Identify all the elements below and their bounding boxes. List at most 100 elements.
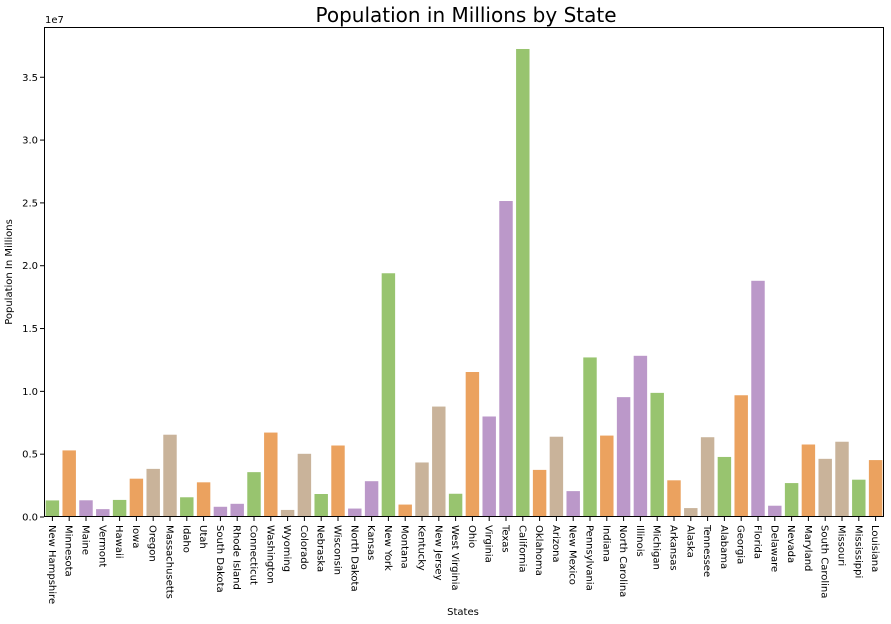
x-tick-label: Maine [80, 525, 91, 555]
x-tick-label: Virginia [483, 525, 494, 563]
x-tick-label: Colorado [298, 525, 309, 570]
x-tick-label: New York [382, 525, 393, 571]
x-tick-label: South Carolina [819, 525, 830, 598]
x-axis-ticks: New Hampshire Minnesota Maine Vermont Hawaii… [46, 517, 880, 604]
bar-minnesota [62, 450, 76, 517]
y-tick-label: 0.5 [22, 450, 38, 461]
y-tick-label: 1.5 [22, 324, 38, 335]
x-axis-label: States [447, 607, 479, 618]
x-tick-label: Michigan [651, 525, 662, 570]
bar-ohio [465, 372, 480, 517]
bar-texas [499, 201, 513, 517]
bar-virginia [482, 416, 496, 517]
x-tick-label: Massachusetts [164, 525, 175, 599]
x-tick-label: Nebraska [315, 525, 326, 572]
x-tick-label: Montana [399, 525, 410, 569]
x-tick-label: Oklahoma [533, 525, 544, 576]
bar-north-carolina [616, 397, 631, 517]
bar-wyoming [280, 509, 295, 517]
bar-rhode-island [230, 503, 244, 517]
x-tick-label: West Virginia [449, 525, 460, 590]
x-tick-label: North Dakota [348, 525, 359, 592]
x-tick-label: New Hampshire [46, 525, 57, 604]
x-tick-label: Hawaii [113, 525, 124, 559]
bar-connecticut [247, 472, 261, 517]
bar-south-carolina [818, 458, 832, 517]
bar-michigan [650, 392, 664, 517]
x-tick-label: California [516, 525, 527, 573]
bar-kansas [364, 481, 379, 517]
x-tick-label: Indiana [600, 525, 611, 562]
x-tick-label: Vermont [96, 525, 107, 567]
bar-indiana [600, 435, 614, 517]
bar-montana [398, 504, 412, 517]
bar-alaska [684, 508, 698, 517]
bar-delaware [768, 505, 782, 517]
bar-utah [196, 482, 211, 517]
bar-arizona [549, 436, 564, 517]
bar-idaho [180, 497, 194, 517]
bar-nevada [784, 483, 799, 517]
bar-alabama [717, 456, 732, 517]
x-tick-label: Georgia [735, 525, 746, 564]
x-tick-label: Rhode Island [231, 525, 242, 590]
x-tick-label: North Carolina [617, 525, 628, 597]
x-tick-label: Alabama [718, 525, 729, 569]
x-tick-label: Arizona [550, 525, 561, 563]
bar-tennessee [700, 437, 715, 517]
bar-new-jersey [432, 406, 446, 517]
y-tick-label: 3.0 [22, 136, 38, 147]
x-tick-label: Maryland [802, 525, 813, 571]
bar-california [516, 48, 530, 517]
y-tick-label: 2.0 [22, 261, 38, 272]
x-tick-label: New Mexico [567, 525, 578, 585]
bar-kentucky [415, 462, 429, 517]
x-tick-label: Washington [264, 525, 275, 584]
x-tick-label: Connecticut [248, 525, 259, 585]
bar-new-hampshire [45, 500, 60, 517]
y-tick-label: 2.5 [22, 198, 38, 209]
x-tick-label: Missouri [836, 525, 847, 566]
x-tick-label: Pennsylvania [584, 525, 595, 591]
chart-title: Population in Millions by State [315, 3, 616, 27]
x-tick-label: Ohio [466, 525, 477, 548]
x-tick-label: Minnesota [63, 525, 74, 577]
x-tick-label: Utah [197, 525, 208, 549]
x-tick-label: Idaho [180, 525, 191, 553]
bar-arkansas [667, 480, 681, 517]
bar-wisconsin [331, 445, 345, 517]
bar-colorado [297, 453, 312, 517]
x-tick-label: Wyoming [281, 525, 292, 572]
bar-maryland [801, 444, 816, 517]
x-tick-label: Oregon [147, 525, 158, 562]
x-tick-label: Illinois [634, 525, 645, 557]
x-tick-label: New Jersey [432, 525, 443, 581]
bar-oregon [146, 468, 160, 517]
x-tick-label: Nevada [785, 525, 796, 563]
bar-oklahoma [532, 469, 547, 517]
bar-west-virginia [448, 493, 463, 517]
bar-washington [264, 432, 278, 517]
y-tick-label: 1.0 [22, 387, 38, 398]
y-tick-label: 3.5 [22, 73, 38, 84]
bar-iowa [129, 478, 144, 517]
x-tick-label: Kansas [365, 525, 376, 560]
bar-louisiana [868, 460, 883, 517]
bar-florida [751, 280, 765, 517]
bar-georgia [734, 395, 748, 517]
x-tick-label: Mississippi [852, 525, 863, 578]
x-tick-label: Tennessee [701, 524, 712, 577]
x-tick-label: Wisconsin [332, 525, 343, 575]
x-tick-label: Arkansas [668, 525, 679, 571]
y-axis-label: Population In Millions [4, 219, 15, 325]
plot-frame [44, 27, 884, 517]
x-tick-label: Texas [500, 524, 511, 553]
x-tick-label: Louisiana [869, 525, 880, 572]
bar-mississippi [852, 479, 866, 517]
bar-missouri [835, 441, 849, 517]
bar-vermont [96, 509, 110, 517]
bar-north-dakota [348, 508, 362, 517]
x-tick-label: Alaska [684, 525, 695, 558]
bar-hawaii [112, 499, 127, 517]
